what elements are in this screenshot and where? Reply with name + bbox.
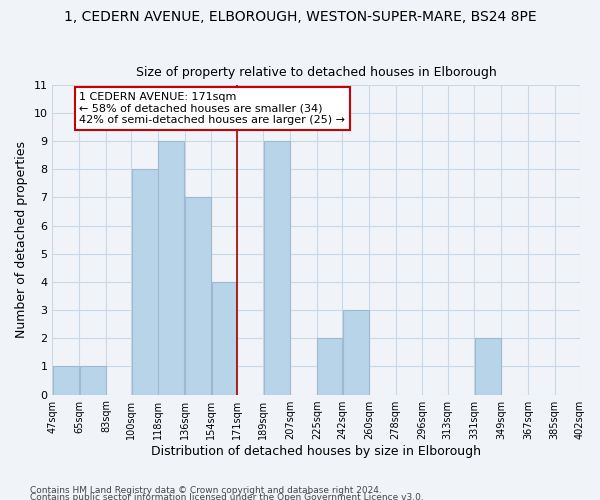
Bar [53, 366, 79, 394]
Text: Contains HM Land Registry data © Crown copyright and database right 2024.: Contains HM Land Registry data © Crown c… [30, 486, 382, 495]
X-axis label: Distribution of detached houses by size in Elborough: Distribution of detached houses by size … [151, 444, 481, 458]
Bar [131, 170, 158, 394]
Bar [80, 366, 106, 394]
Bar [264, 141, 290, 395]
Bar [185, 198, 211, 394]
Title: Size of property relative to detached houses in Elborough: Size of property relative to detached ho… [136, 66, 497, 80]
Bar [343, 310, 368, 394]
Text: 1, CEDERN AVENUE, ELBOROUGH, WESTON-SUPER-MARE, BS24 8PE: 1, CEDERN AVENUE, ELBOROUGH, WESTON-SUPE… [64, 10, 536, 24]
Bar [317, 338, 342, 394]
Bar [212, 282, 236, 395]
Bar [158, 141, 184, 395]
Y-axis label: Number of detached properties: Number of detached properties [15, 141, 28, 338]
Text: 1 CEDERN AVENUE: 171sqm
← 58% of detached houses are smaller (34)
42% of semi-de: 1 CEDERN AVENUE: 171sqm ← 58% of detache… [79, 92, 345, 125]
Bar [475, 338, 501, 394]
Text: Contains public sector information licensed under the Open Government Licence v3: Contains public sector information licen… [30, 494, 424, 500]
